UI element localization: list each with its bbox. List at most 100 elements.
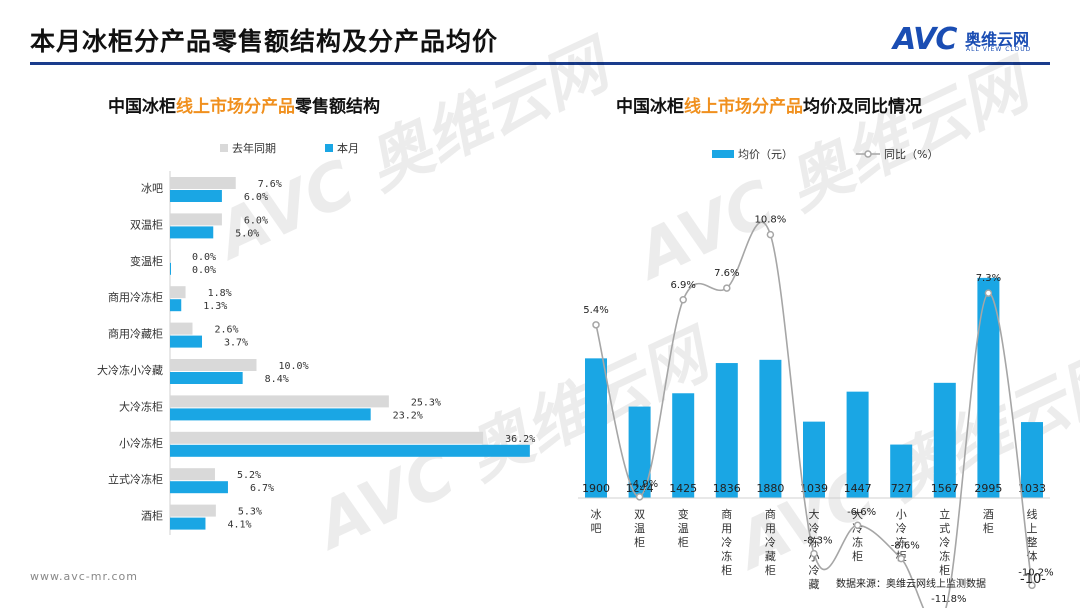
bar-last-year (170, 213, 222, 226)
category-label-char: 冷 (939, 536, 950, 549)
category-label-char: 吧 (591, 522, 602, 535)
price-bar (585, 358, 607, 498)
price-bar-label: 1880 (756, 482, 784, 495)
category-label-char: 冷 (809, 564, 820, 577)
bar-label-this-month: 6.0% (244, 192, 268, 203)
category-label-char: 冷 (721, 536, 732, 549)
category-label: 商用冷藏柜 (108, 327, 163, 341)
category-label-char: 柜 (765, 564, 776, 577)
category-label: 大冷冻小冷藏 (97, 363, 163, 377)
price-bar (1021, 422, 1043, 498)
bar-label-last-year: 10.0% (279, 361, 309, 372)
bar-label-this-month: 3.7% (224, 338, 248, 349)
category-label-char: 体 (1027, 549, 1038, 563)
bar-label-this-month: 8.4% (265, 374, 289, 385)
category-label: 冰吧 (141, 182, 163, 195)
bar-last-year (170, 286, 186, 299)
bar-label-last-year: 25.3% (411, 397, 441, 408)
price-bar (977, 277, 1000, 498)
yoy-point (810, 549, 818, 558)
bar-label-last-year: 6.0% (244, 215, 268, 226)
yoy-label: -6.6% (847, 507, 876, 518)
bar-label-this-month: 4.1% (227, 520, 251, 531)
category-label: 小冷冻柜 (119, 436, 163, 450)
bar-last-year (170, 249, 171, 262)
price-bar-label: 1447 (844, 482, 872, 495)
bar-label-this-month: 6.7% (250, 483, 274, 494)
header-divider (30, 62, 1050, 65)
category-label-char: 冻 (852, 535, 863, 549)
bar-label-this-month: 23.2% (393, 410, 423, 421)
bar-last-year (170, 431, 484, 444)
bar-last-year (170, 395, 389, 408)
logo-cn-text: 奥维云网 (965, 30, 1030, 49)
price-bar-label: 1900 (582, 482, 610, 495)
category-label-char: 用 (721, 522, 732, 535)
left-title-post: 零售额结构 (295, 97, 380, 117)
category-label-char: 线 (1027, 507, 1038, 521)
category-label-char: 藏 (765, 550, 776, 563)
yoy-point (897, 554, 905, 563)
bar-label-last-year: 5.2% (237, 470, 261, 481)
yoy-point (853, 521, 862, 529)
yoy-label: 10.8% (755, 215, 787, 226)
yoy-label: 6.9% (670, 280, 695, 291)
category-label-char: 柜 (721, 564, 732, 577)
category-label-char: 小 (896, 508, 907, 521)
category-label-char: 冻 (896, 535, 907, 549)
bar-this-month (170, 517, 206, 530)
bar-this-month (170, 372, 243, 384)
legend-marker-yoy (864, 150, 872, 158)
page-number: -10- (1020, 572, 1046, 587)
price-bar-label: 1425 (669, 482, 697, 495)
legend-swatch-this-month (325, 144, 333, 152)
category-label-char: 整 (1027, 535, 1038, 549)
yoy-point (592, 321, 600, 329)
category-label-char: 温 (678, 522, 689, 535)
left-title-highlight: 线上市场分产品 (176, 97, 295, 117)
right-title-highlight: 线上市场分产品 (684, 97, 803, 117)
price-bar (890, 444, 913, 498)
yoy-point (635, 493, 644, 501)
right-chart-title: 中国冰柜线上市场分产品均价及同比情况 (616, 92, 922, 117)
category-label-char: 冻 (809, 535, 820, 549)
category-label-char: 柜 (983, 522, 994, 535)
page-title: 本月冰柜分产品零售额结构及分产品均价 (30, 27, 499, 56)
yoy-point (679, 296, 687, 304)
brand-logo: AVC 奥维云网 ALL VIEW CLOUD (893, 22, 1053, 57)
category-label: 立式冷冻柜 (108, 472, 163, 486)
price-bar-label: 1033 (1018, 482, 1046, 495)
bar-label-last-year: 2.6% (214, 325, 238, 336)
yoy-label: -8.3% (803, 536, 832, 547)
price-bar (628, 406, 651, 498)
bar-last-year (170, 359, 257, 371)
left-chart-title: 中国冰柜线上市场分产品零售额结构 (108, 92, 380, 117)
category-label-char: 用 (765, 522, 776, 535)
category-label-char: 酒 (983, 508, 994, 521)
bar-label-last-year: 7.6% (258, 179, 282, 190)
bar-this-month (170, 481, 228, 494)
category-label-char: 柜 (852, 550, 863, 563)
bar-this-month (170, 262, 171, 275)
yoy-label: -10.2% (1018, 567, 1053, 578)
category-label-char: 冷 (765, 536, 776, 549)
legend-label-avg-price: 均价（元） (738, 148, 793, 161)
bar-last-year (170, 504, 216, 517)
category-label-char: 冷 (809, 522, 820, 535)
category-label-char: 藏 (809, 578, 820, 591)
category-label-char: 柜 (939, 564, 950, 577)
bar-label-this-month: 0.0% (192, 265, 216, 276)
logo-en-text: ALL VIEW CLOUD (966, 46, 1032, 53)
price-bar (846, 391, 869, 498)
bar-label-this-month: 5.0% (235, 228, 259, 239)
category-label-char: 双 (634, 508, 645, 521)
right-title-post: 均价及同比情况 (803, 97, 922, 117)
bar-label-this-month: 1.3% (203, 301, 227, 312)
category-label-char: 商 (765, 507, 776, 521)
yoy-label: 7.6% (714, 268, 739, 279)
category-label: 双温柜 (130, 218, 163, 231)
category-label-char: 柜 (678, 536, 689, 549)
price-bar-label: 727 (891, 482, 912, 495)
